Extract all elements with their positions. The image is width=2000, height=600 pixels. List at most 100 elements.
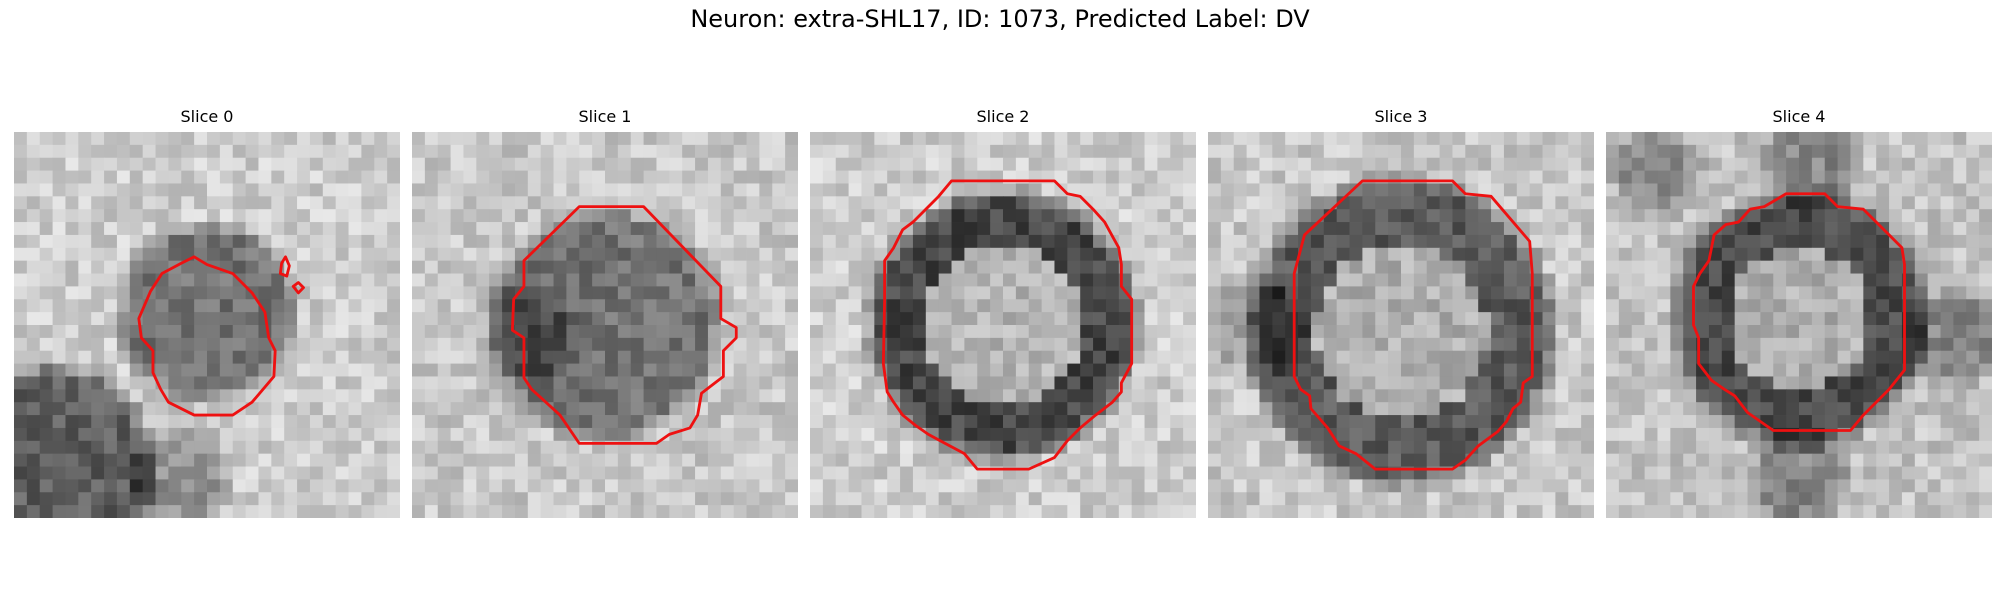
image-pixel [502, 144, 516, 159]
image-pixel [476, 453, 490, 467]
image-pixel [1028, 234, 1042, 249]
image-pixel [1183, 299, 1196, 313]
image-pixel [1581, 247, 1594, 262]
image-pixel [951, 492, 965, 506]
image-pixel [1336, 170, 1350, 184]
image-pixel [1670, 466, 1684, 480]
image-pixel [1259, 312, 1273, 326]
image-pixel [1940, 144, 1954, 159]
image-pixel [271, 144, 285, 159]
image-pixel [1940, 389, 1954, 403]
image-pixel [1644, 312, 1658, 326]
image-pixel [374, 273, 388, 287]
image-pixel [1799, 260, 1813, 274]
image-pixel [52, 402, 66, 416]
image-pixel [1401, 286, 1415, 300]
image-pixel [463, 492, 477, 506]
image-pixel [810, 363, 824, 377]
image-pixel [1413, 415, 1428, 429]
image-pixel [1118, 234, 1133, 249]
image-pixel [1465, 453, 1479, 467]
image-pixel [746, 479, 760, 493]
image-pixel [412, 363, 426, 377]
image-pixel [387, 247, 400, 262]
image-pixel [1747, 350, 1761, 364]
image-pixel [194, 505, 208, 518]
image-pixel [1028, 466, 1042, 480]
image-pixel [1529, 440, 1543, 455]
image-pixel [861, 247, 875, 262]
image-pixel [1118, 196, 1133, 210]
image-pixel [1401, 222, 1415, 236]
image-pixel [26, 389, 41, 403]
image-pixel [1183, 222, 1196, 236]
image-pixel [605, 247, 619, 262]
image-pixel [1362, 427, 1376, 442]
image-pixel [116, 415, 131, 429]
image-pixel [527, 273, 542, 287]
image-pixel [835, 132, 849, 146]
image-pixel [1824, 144, 1838, 159]
image-pixel [1734, 453, 1748, 467]
image-pixel [78, 196, 92, 210]
image-pixel [1478, 415, 1492, 429]
image-pixel [1246, 415, 1260, 429]
image-pixel [387, 402, 400, 416]
image-pixel [682, 479, 696, 493]
image-pixel [1272, 363, 1286, 377]
image-pixel [1799, 376, 1813, 390]
image-pixel [1734, 234, 1748, 249]
image-pixel [1631, 479, 1645, 493]
image-pixel [181, 183, 195, 197]
image-pixel [348, 440, 362, 455]
image-pixel [1940, 312, 1954, 326]
image-pixel [450, 209, 464, 223]
image-pixel [1323, 157, 1338, 171]
image-pixel [669, 402, 683, 416]
image-pixel [861, 453, 875, 467]
image-pixel [335, 312, 349, 326]
image-pixel [1889, 492, 1903, 506]
image-pixel [65, 209, 79, 223]
image-pixel [1721, 234, 1736, 249]
image-pixel [669, 466, 683, 480]
image-pixel [759, 260, 773, 274]
image-pixel [1452, 209, 1466, 223]
image-pixel [977, 299, 991, 313]
image-pixel [617, 312, 632, 326]
image-pixel [489, 337, 503, 352]
image-pixel [1028, 325, 1042, 339]
image-pixel [219, 209, 234, 223]
image-pixel [463, 376, 477, 390]
image-pixel [1876, 479, 1890, 493]
image-pixel [746, 132, 760, 146]
image-pixel [14, 222, 28, 236]
image-pixel [1452, 492, 1466, 506]
image-pixel [1734, 440, 1748, 455]
image-pixel [450, 337, 464, 352]
image-pixel [912, 183, 927, 197]
image-pixel [527, 402, 542, 416]
image-pixel [1568, 479, 1582, 493]
image-pixel [463, 299, 477, 313]
image-pixel [181, 299, 195, 313]
image-pixel [1979, 132, 1992, 146]
image-pixel [1837, 209, 1851, 223]
image-pixel [207, 427, 221, 442]
image-pixel [759, 453, 773, 467]
image-pixel [848, 286, 862, 300]
image-pixel [707, 325, 722, 339]
image-pixel [1439, 337, 1453, 352]
image-pixel [1439, 234, 1453, 249]
image-pixel [1054, 350, 1068, 364]
image-pixel [1401, 505, 1415, 518]
image-pixel [1233, 337, 1247, 352]
image-pixel [527, 286, 542, 300]
image-pixel [1246, 492, 1260, 506]
image-pixel [733, 440, 747, 455]
image-pixel [1144, 170, 1158, 184]
image-pixel [1285, 234, 1299, 249]
image-pixel [605, 273, 619, 287]
image-pixel [1259, 222, 1273, 236]
image-pixel [1863, 312, 1877, 326]
